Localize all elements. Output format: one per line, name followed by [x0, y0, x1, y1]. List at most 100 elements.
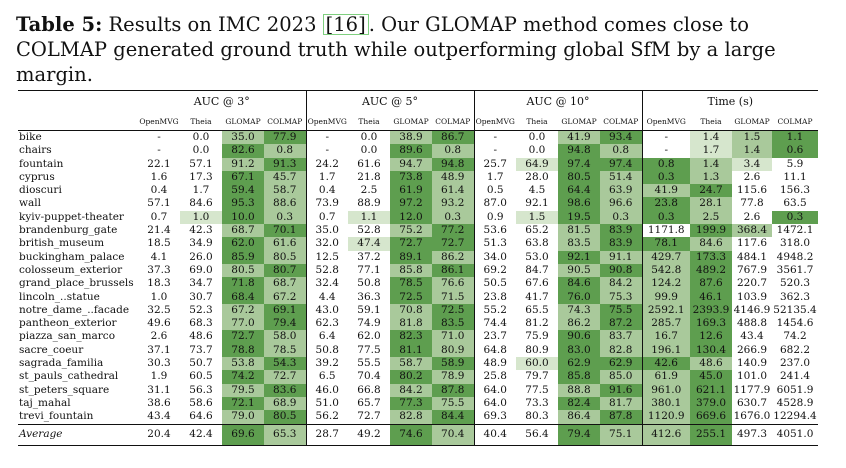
value-cell: 4051.0	[772, 423, 819, 446]
value-cell: 0.8	[432, 144, 474, 158]
value-cell: 542.8	[641, 263, 690, 278]
scene-name: Average	[18, 423, 138, 446]
value-cell: 60.0	[516, 357, 558, 371]
value-cell: 24.7	[690, 184, 732, 198]
scene-name: colosseum_exterior	[19, 263, 123, 276]
value-cell: 63.5	[783, 197, 807, 210]
value-cell: 86.4	[558, 410, 600, 425]
group-header: AUC @ 5°	[305, 90, 474, 113]
value-cell: 52.3	[189, 303, 213, 316]
value-cell: 38.9	[390, 130, 432, 145]
table-caption: Table 5: Results on IMC 2023 [16]. Our G…	[16, 12, 836, 87]
value-cell: 69.2	[473, 263, 516, 278]
value-cell: 368.4	[732, 224, 772, 238]
value-cell: 87.6	[690, 277, 732, 291]
value-cell: 77.5	[357, 343, 381, 356]
scene-name: trevi_fountain	[19, 410, 94, 423]
value-cell: 77.9	[264, 130, 306, 145]
value-cell: -	[641, 144, 690, 158]
value-cell: 5.9	[786, 157, 804, 170]
value-cell: 124.2	[641, 277, 690, 291]
value-cell: 75.5	[432, 396, 474, 411]
value-cell: 30.3	[147, 357, 171, 370]
scene-name: cyprus	[19, 170, 55, 183]
value-cell: 47.4	[348, 237, 390, 251]
value-cell: 48.6	[690, 357, 732, 371]
value-cell: 0.0	[528, 131, 546, 143]
value-cell: 68.7	[264, 277, 306, 291]
value-cell: 62.3	[305, 317, 348, 331]
value-cell: 53.6	[473, 224, 516, 238]
value-cell: 77.1	[357, 263, 381, 276]
value-cell: 266.9	[736, 343, 768, 356]
value-cell: 1.7	[305, 170, 348, 185]
value-cell: 130.4	[690, 343, 732, 358]
value-cell: 0.5	[473, 184, 516, 198]
value-cell: 42.3	[189, 224, 213, 237]
value-cell: 85.9	[222, 250, 264, 264]
value-cell: 70.4	[357, 370, 381, 383]
value-cell: 81.8	[390, 317, 432, 331]
scene-name: british_museum	[19, 237, 105, 250]
value-cell: 97.2	[390, 197, 432, 211]
value-cell: 12294.4	[773, 410, 817, 423]
value-cell: 78.8	[222, 343, 264, 358]
method-header: GLOMAP	[558, 113, 600, 131]
value-cell: 88.6	[264, 197, 306, 211]
value-cell: 25.8	[473, 370, 516, 384]
value-cell: 68.3	[189, 317, 213, 330]
value-cell: 64.6	[189, 410, 213, 423]
method-header: GLOMAP	[222, 113, 264, 131]
value-cell: 76.6	[432, 277, 474, 291]
value-cell: 84.6	[189, 197, 213, 210]
value-cell: 2592.1	[641, 303, 690, 318]
value-cell: -	[305, 130, 348, 145]
value-cell: 30.7	[189, 290, 213, 303]
value-cell: 67.2	[222, 303, 264, 318]
value-cell: 669.6	[690, 410, 732, 425]
results-table: AUC @ 3° AUC @ 5° AUC @ 10° Time (s) Ope…	[18, 90, 819, 446]
value-cell: 2393.9	[690, 303, 732, 318]
value-cell: 90.6	[558, 330, 600, 344]
scene-name: piazza_san_marco	[19, 330, 116, 343]
value-cell: 285.7	[641, 317, 690, 331]
value-cell: 58.6	[189, 396, 213, 409]
citation-link[interactable]: [16]	[322, 14, 369, 35]
value-cell: 0.3	[772, 210, 819, 225]
value-cell: 0.3	[641, 170, 690, 185]
value-cell: 94.7	[390, 157, 432, 171]
value-cell: 49.2	[348, 423, 390, 446]
value-cell: 45.7	[264, 170, 306, 185]
value-cell: 96.6	[600, 197, 642, 211]
value-cell: 51.4	[600, 170, 642, 185]
value-cell: 0.0	[360, 131, 378, 143]
value-cell: 80.5	[264, 410, 306, 425]
value-cell: 79.4	[558, 423, 600, 446]
value-cell: 0.4	[305, 184, 348, 198]
value-cell: 82.4	[558, 396, 600, 411]
value-cell: 961.0	[641, 383, 690, 397]
value-cell: 1.7	[690, 144, 732, 158]
value-cell: 199.9	[690, 224, 732, 238]
value-cell: 621.1	[690, 383, 732, 397]
value-cell: 32.5	[147, 303, 171, 316]
value-cell: 98.6	[558, 197, 600, 211]
value-cell: 89.6	[390, 144, 432, 158]
value-cell: 220.7	[736, 277, 768, 290]
scene-name: sacre_coeur	[19, 343, 84, 356]
value-cell: 1.1	[772, 130, 819, 145]
table-row: chairs -0.0 82.6 0.8-0.0 89.6 0.8-0.0 94.8 0.8-…	[18, 144, 819, 158]
value-cell: 81.2	[525, 317, 549, 330]
value-cell: 23.8	[641, 197, 690, 211]
caption-text-start: Results on IMC 2023	[102, 13, 323, 36]
value-cell: 69.6	[222, 423, 264, 446]
value-cell: 52.8	[357, 224, 381, 237]
value-cell: 630.7	[736, 396, 768, 409]
value-cell: 1.0	[180, 210, 222, 225]
value-cell: 78.5	[264, 343, 306, 358]
value-cell: 83.7	[600, 330, 642, 344]
table-row: grand_place_brussels 18.3 34.7 71.8 68.7 32.4…	[18, 277, 818, 291]
value-cell: 362.3	[779, 290, 811, 303]
value-cell: 0.7	[305, 210, 348, 225]
value-cell: 52135.4	[773, 303, 817, 316]
